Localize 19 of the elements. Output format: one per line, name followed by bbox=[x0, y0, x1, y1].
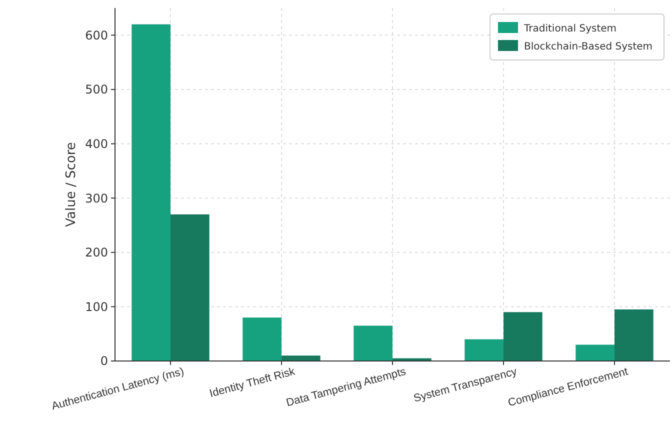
y-tick-label: 300 bbox=[85, 191, 108, 206]
y-tick-label: 600 bbox=[85, 28, 108, 42]
bar bbox=[170, 214, 210, 361]
bar bbox=[354, 326, 392, 361]
bar bbox=[504, 312, 542, 361]
bar bbox=[576, 344, 614, 361]
y-axis-title: Value / Score bbox=[64, 142, 79, 227]
bar bbox=[242, 318, 282, 361]
y-tick-label: 0 bbox=[100, 354, 108, 368]
y-tick-label: 100 bbox=[85, 300, 108, 314]
legend-label: Traditional System bbox=[523, 24, 617, 34]
y-tick-label: 500 bbox=[85, 82, 108, 97]
y-tick-label: 400 bbox=[85, 136, 108, 151]
y-tick-label: 200 bbox=[85, 246, 108, 260]
bar bbox=[614, 309, 654, 361]
bar bbox=[464, 339, 504, 361]
bar bbox=[132, 24, 170, 361]
bar bbox=[282, 356, 320, 361]
legend-label: Blockchain-Based System bbox=[524, 42, 653, 52]
